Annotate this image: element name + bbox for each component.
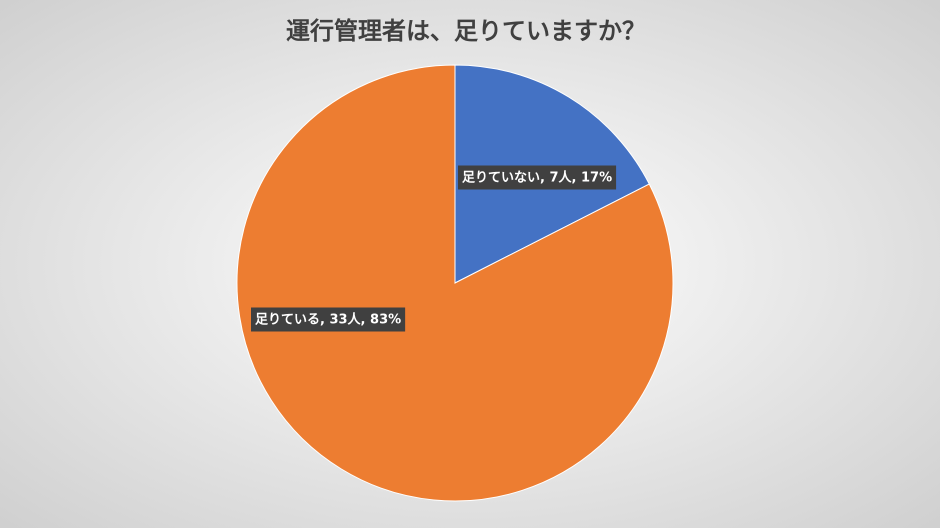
labels: 足りていない, 7人, 17% 足りている, 33人, 83%: [251, 165, 617, 332]
label-box: [251, 307, 406, 332]
chart-title: 運行管理者は、足りていますか？: [286, 17, 646, 45]
pie-slice: [236, 64, 674, 502]
data-label: 足りている, 33人, 83%: [255, 312, 401, 328]
slices: [236, 64, 674, 502]
label-box: [458, 165, 617, 190]
data-label: 足りていない, 7人, 17%: [462, 170, 612, 186]
